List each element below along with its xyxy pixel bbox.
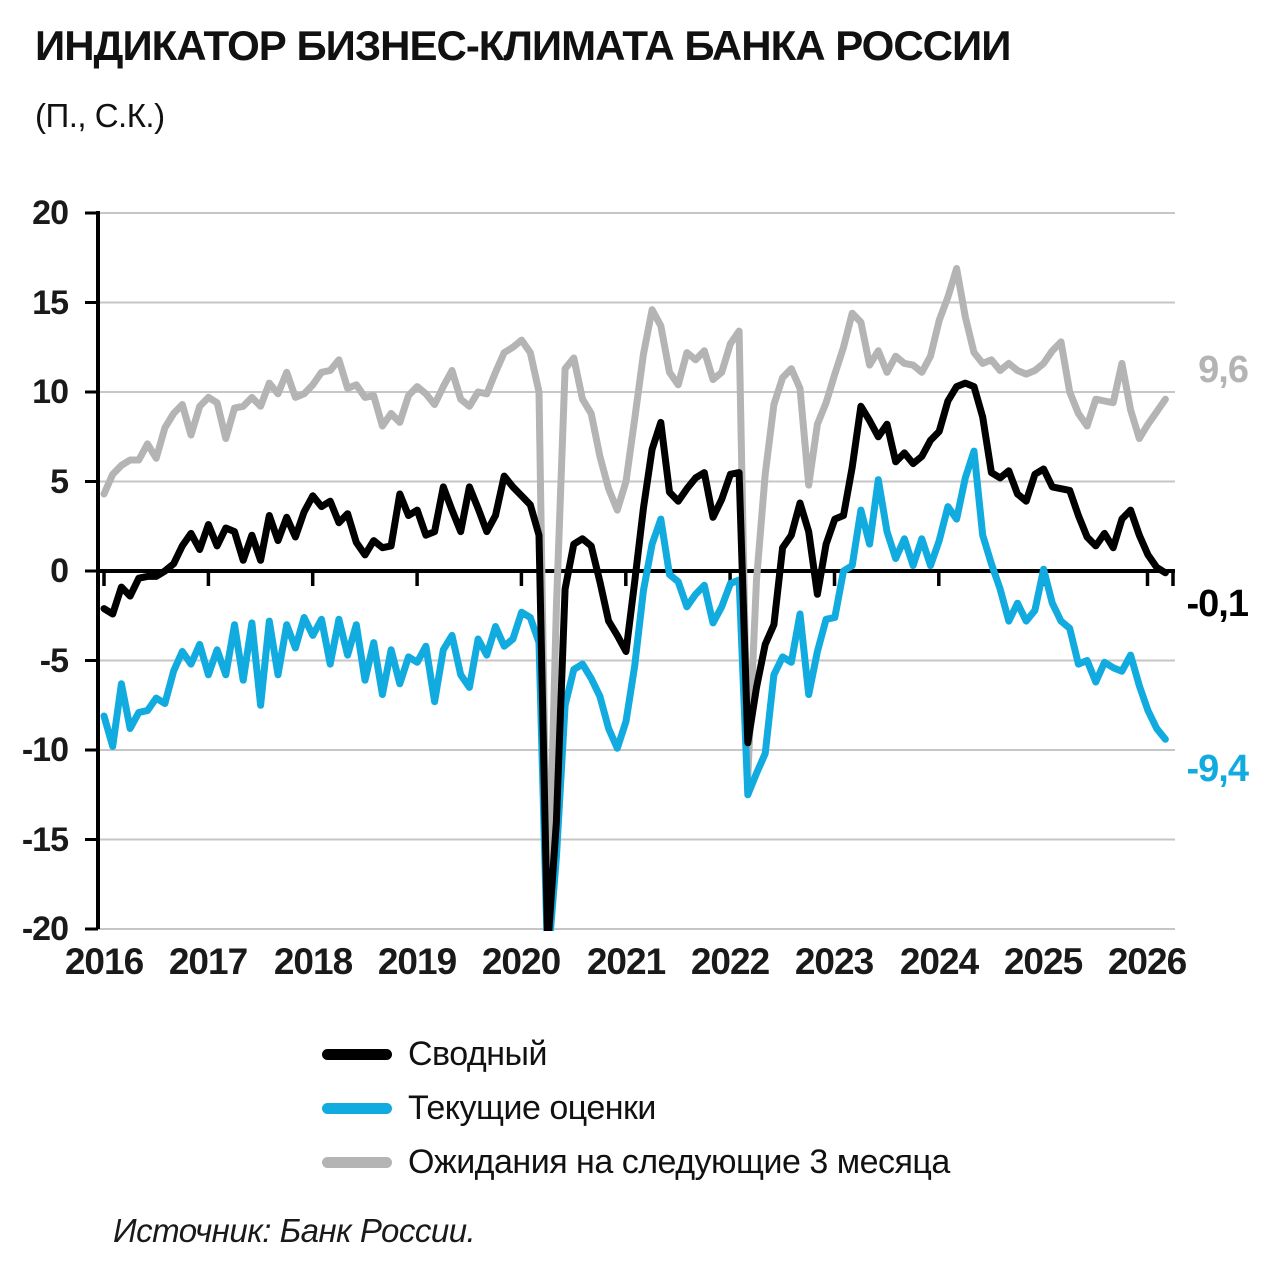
x-tick-label: 2022 — [690, 941, 770, 982]
current-line-swatch — [322, 1102, 392, 1114]
series-layer — [100, 265, 1169, 931]
chart-subtitle: (П., С.К.) — [35, 97, 165, 134]
y-axis-ticks — [85, 211, 98, 931]
series-line-composite — [100, 379, 1169, 931]
y-tick-label: 0 — [50, 552, 69, 590]
chart-title: ИНДИКАТОР БИЗНЕС-КЛИМАТА БАНКА РОССИИ — [35, 22, 1011, 69]
y-tick-label: -15 — [21, 820, 69, 859]
end-value-composite: -0,1 — [1186, 583, 1249, 625]
x-tick-label: 2026 — [1107, 941, 1187, 982]
x-tick-label: 2021 — [586, 941, 666, 982]
x-tick-label: 2020 — [481, 941, 561, 982]
x-tick-label: 2025 — [1003, 941, 1083, 982]
legend-item-composite: Сводный — [322, 1027, 950, 1081]
legend-label-current: Текущие оценки — [408, 1088, 656, 1127]
end-value-current: -9,4 — [1186, 748, 1249, 790]
y-tick-label: 10 — [32, 373, 69, 411]
expectations-line-swatch — [322, 1156, 392, 1168]
series-line-current — [100, 447, 1169, 931]
y-tick-label: -5 — [39, 641, 69, 680]
y-tick-label: -20 — [21, 910, 69, 948]
end-value-expectations: 9,6 — [1198, 349, 1249, 391]
series-line-expectations — [100, 265, 1169, 931]
legend-item-current: Текущие оценки — [322, 1081, 950, 1135]
legend-label-composite: Сводный — [408, 1034, 547, 1073]
legend-label-expectations: Ожидания на следующие 3 месяца — [408, 1142, 950, 1181]
x-tick-label: 2023 — [794, 941, 874, 982]
x-tick-label: 2017 — [168, 941, 248, 982]
x-axis-ticks — [102, 571, 1175, 586]
x-tick-label: 2019 — [377, 941, 457, 982]
y-tick-label: -10 — [21, 731, 69, 769]
x-tick-label: 2016 — [64, 941, 144, 982]
y-tick-label: 20 — [32, 194, 69, 232]
legend-item-expectations: Ожидания на следующие 3 месяца — [322, 1135, 950, 1189]
composite-line-swatch — [322, 1048, 392, 1060]
x-tick-label: 2024 — [899, 941, 979, 982]
legend: Сводный Текущие оценки Ожидания на следу… — [322, 1027, 950, 1189]
y-tick-label: 15 — [32, 283, 69, 322]
source-note: Источник: Банк России. — [113, 1212, 476, 1249]
x-tick-label: 2018 — [273, 941, 353, 982]
y-tick-label: 5 — [50, 462, 69, 501]
